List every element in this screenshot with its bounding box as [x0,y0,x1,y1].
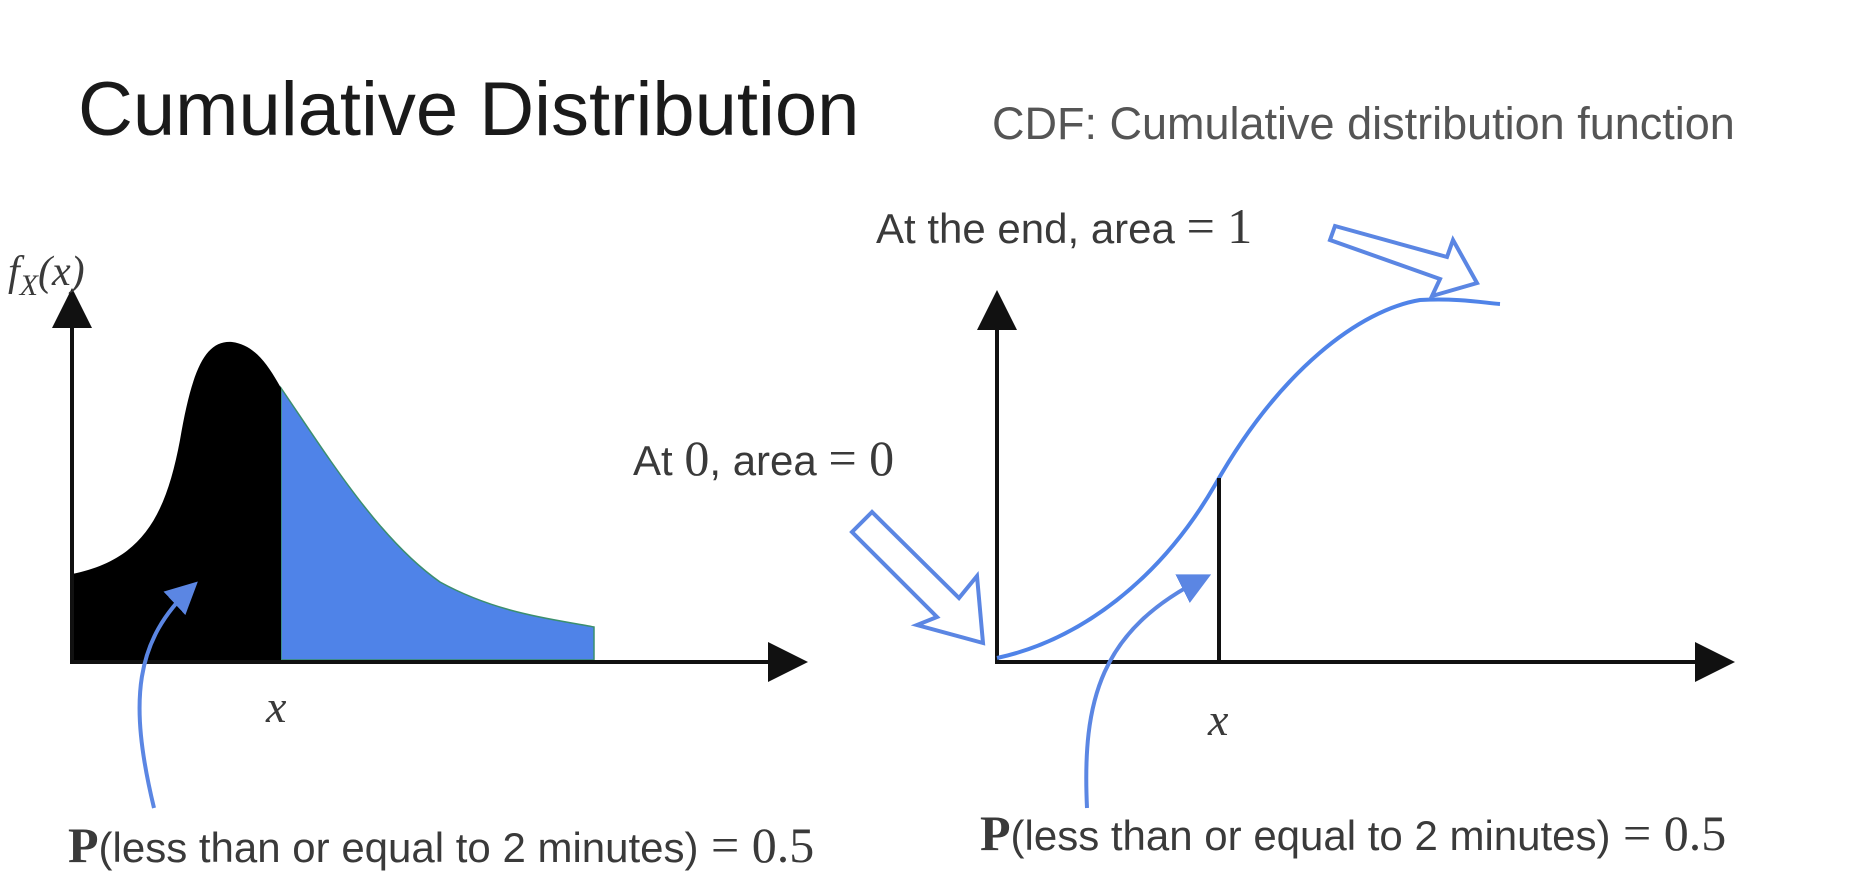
cdf-pointer-arrow [1084,574,1212,809]
pdf-panel: fX(x) x P(less than or equal to 2 minute… [8,249,814,873]
cdf-start-arrow-icon [849,509,986,646]
cdf-panel: x At the end, area = 1 At 0, area = 0 P(… [633,198,1735,861]
cdf-probability-label: P(less than or equal to 2 minutes) = 0.5 [980,805,1726,861]
cdf-end-text: At the end, area [876,205,1187,252]
pdf-tail-area [280,385,595,661]
cdf-end-math: = 1 [1187,198,1253,254]
cdf-end-arrow-icon [1327,223,1480,300]
cdf-prob-text: (less than or equal to 2 minutes) [1011,812,1611,859]
cdf-start-text-a: At [633,437,684,484]
pdf-pointer-arrow [137,581,198,809]
cdf-x-marker-label: x [1207,694,1229,745]
cdf-start-annotation: At 0, area = 0 [633,430,894,486]
cdf-end-annotation: At the end, area = 1 [876,198,1252,254]
pdf-y-label-sub: X [19,269,40,302]
cdf-start-math-b: = 0 [828,430,894,486]
pdf-x-marker-label: x [265,681,287,732]
pdf-y-label-arg: (x) [38,249,85,295]
pdf-prob-bold: P [68,817,99,873]
pdf-prob-eq: = 0.5 [699,817,815,873]
slide-subtitle: CDF: Cumulative distribution function [992,98,1735,149]
cdf-start-text-b: , area [709,437,828,484]
cdf-prob-eq: = 0.5 [1611,805,1727,861]
cdf-prob-bold: P [980,805,1011,861]
pdf-cumulative-area [72,341,281,660]
cdf-start-math-a: 0 [684,430,709,486]
cdf-curve [996,297,1501,660]
pdf-y-axis-label: fX(x) [8,249,85,302]
pdf-prob-text: (less than or equal to 2 minutes) [99,824,699,871]
pdf-probability-label: P(less than or equal to 2 minutes) = 0.5 [68,817,814,873]
slide-title: Cumulative Distribution [78,67,860,152]
